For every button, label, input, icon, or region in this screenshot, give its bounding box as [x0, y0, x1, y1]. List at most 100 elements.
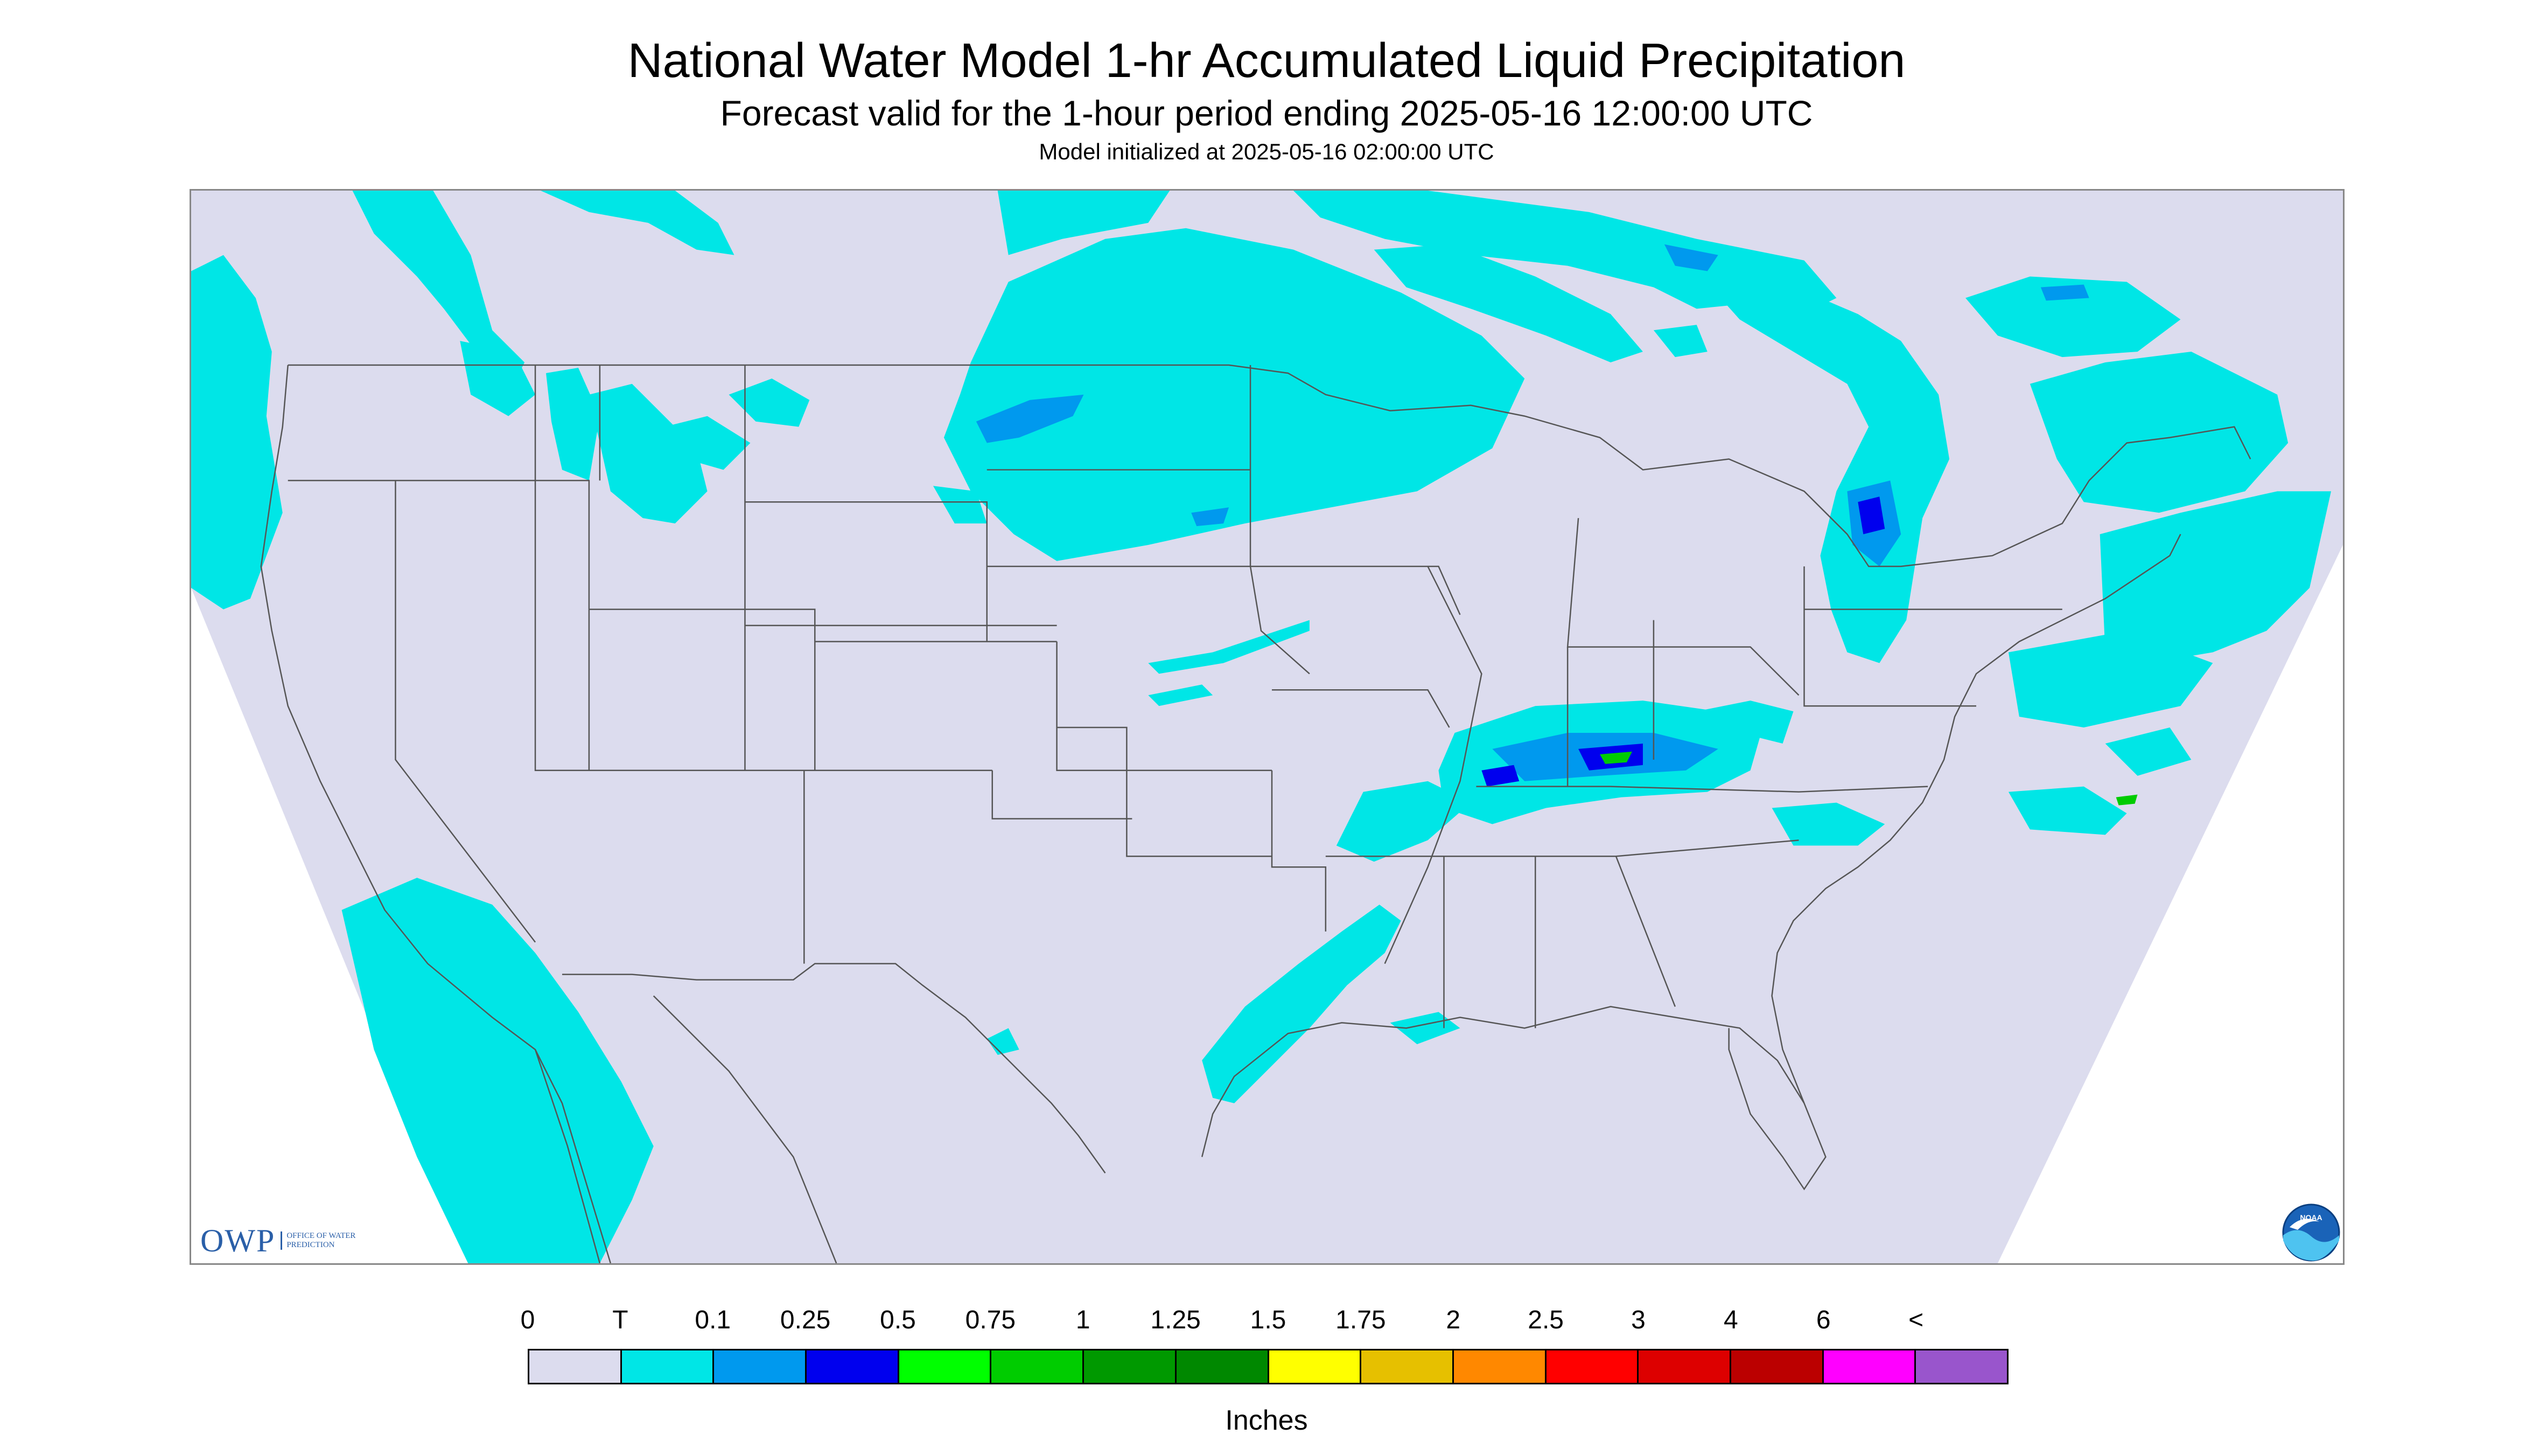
boundary-line	[991, 770, 1132, 820]
precip-area	[352, 191, 525, 384]
map-subtitle: Forecast valid for the 1-hour period end…	[720, 93, 1813, 133]
precip-area	[729, 378, 810, 427]
legend-tick-label: 1.5	[1250, 1306, 1286, 1334]
precip-area	[1696, 701, 1794, 744]
state-boundaries	[260, 364, 2251, 1263]
legend-tick-label: 0.1	[695, 1306, 731, 1334]
boundary-line	[1803, 566, 1977, 707]
map-title: National Water Model 1-hr Accumulated Li…	[627, 34, 1906, 88]
precipitation-fields	[191, 191, 2332, 1263]
precip-area	[1858, 496, 1885, 535]
legend-swatch	[899, 1350, 992, 1383]
legend-swatch	[1546, 1350, 1639, 1383]
legend-swatch	[1823, 1350, 1916, 1383]
model-init-time: Model initialized at 2025-05-16 02:00:00…	[1039, 139, 1494, 164]
boundary-line	[562, 963, 1106, 1174]
precip-area	[1336, 781, 1471, 862]
boundary-line	[745, 501, 988, 642]
legend-swatch	[991, 1350, 1084, 1383]
legend-tick-label: 1	[1075, 1306, 1090, 1334]
legend-swatch	[807, 1350, 899, 1383]
precip-area	[976, 394, 1084, 443]
boundary-line	[653, 995, 837, 1263]
precip-area	[664, 416, 751, 470]
boundary-line	[1325, 839, 1799, 857]
boundary-line	[1476, 786, 1928, 793]
legend-tick-label: 2.5	[1528, 1306, 1564, 1334]
precip-area	[541, 191, 734, 255]
precip-area	[943, 228, 1525, 561]
boundary-line	[534, 480, 805, 964]
boundary-line	[589, 608, 1057, 642]
boundary-line	[260, 365, 612, 1263]
precip-area	[2008, 631, 2213, 727]
legend-tick-label: 0.25	[780, 1306, 831, 1334]
precip-area	[1191, 507, 1229, 527]
precip-area	[191, 255, 283, 610]
boundary-line	[534, 1049, 601, 1263]
precip-area	[589, 383, 708, 524]
legend-swatch	[1453, 1350, 1547, 1383]
legend-tick-label: 3	[1631, 1306, 1646, 1334]
precip-area	[1374, 244, 1643, 363]
precip-area	[2030, 352, 2289, 513]
precip-area	[997, 191, 1170, 255]
legend-tick-label: 0	[520, 1306, 535, 1334]
boundary-line	[1056, 726, 1272, 857]
legend-swatch	[1731, 1350, 1824, 1383]
precip-area	[1772, 802, 1885, 846]
legend-swatch	[1084, 1350, 1177, 1383]
boundary-line	[1566, 518, 1800, 696]
legend-color-bar	[528, 1349, 2009, 1384]
precip-area	[2008, 786, 2127, 835]
precip-area	[1965, 276, 2181, 358]
precip-area	[1653, 325, 1708, 358]
precip-area	[986, 1028, 1019, 1055]
precip-area	[1696, 271, 1950, 663]
legend-tick-label: 2	[1446, 1306, 1461, 1334]
owp-logo-mark: OWP	[200, 1222, 276, 1258]
boundary-line	[1271, 770, 1327, 932]
precip-area	[1390, 1012, 1460, 1045]
legend-units: Inches	[1225, 1405, 1308, 1436]
legend-tick-label: T	[612, 1306, 628, 1334]
boundary-line	[1249, 365, 1310, 675]
boundary-line	[288, 364, 2251, 568]
precip-area	[1600, 751, 1632, 764]
legend-tick-label: 1.25	[1150, 1306, 1201, 1334]
precip-area	[2100, 491, 2332, 663]
legend-tick-label: 0.5	[880, 1306, 916, 1334]
map-canvas	[191, 191, 2343, 1263]
precip-area	[1293, 191, 1837, 314]
precip-area	[1202, 905, 1401, 1103]
precip-area	[1664, 244, 1718, 271]
owp-logo-text: OFFICE OF WATER PREDICTION	[281, 1231, 362, 1250]
legend-swatch	[1916, 1350, 2007, 1383]
precip-area	[460, 341, 536, 416]
legend-swatch	[1639, 1350, 1731, 1383]
boundary-line	[1271, 689, 1450, 728]
precip-area	[933, 486, 987, 524]
boundary-line	[1771, 534, 2181, 1104]
legend-tick-label: 1.75	[1335, 1306, 1386, 1334]
precip-area	[1148, 620, 1310, 674]
legend-tick-labels: 0 T 0.1 0.25 0.5 0.75 1 1.25 1.5 1.75 2 2.5 3 4 6 <	[521, 1305, 2009, 1338]
legend-tick-label: <	[1908, 1306, 1924, 1334]
precipitation-map	[190, 189, 2345, 1265]
legend-swatch	[1361, 1350, 1454, 1383]
precip-area	[1148, 684, 1213, 706]
legend-swatch	[714, 1350, 807, 1383]
legend-tick-label: 4	[1724, 1306, 1738, 1334]
precip-area	[546, 368, 600, 481]
boundary-line	[395, 480, 536, 943]
owp-logo: OWP OFFICE OF WATER PREDICTION	[200, 1222, 362, 1258]
boundary-line	[1056, 641, 1272, 772]
precip-area	[2040, 284, 2089, 301]
legend-tick-label: 0.75	[965, 1306, 1016, 1334]
boundary-line	[1384, 566, 1482, 964]
legend-tick-label: 6	[1816, 1306, 1831, 1334]
legend-swatch	[1269, 1350, 1362, 1383]
noaa-logo: NOAA	[2282, 1203, 2340, 1262]
noaa-logo-text: NOAA	[2300, 1213, 2322, 1222]
precip-area	[2116, 794, 2138, 806]
